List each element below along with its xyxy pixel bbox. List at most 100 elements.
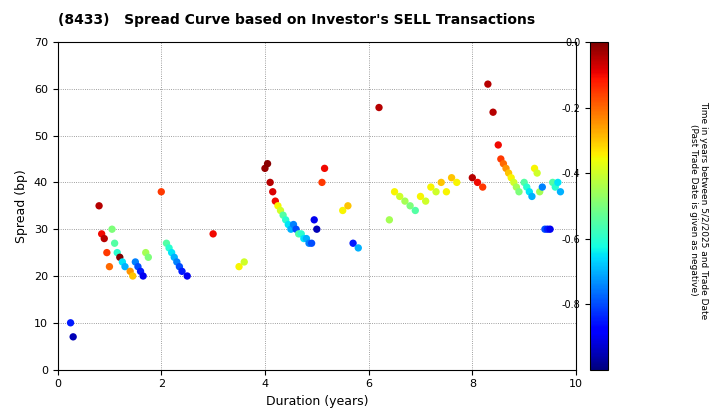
Point [120, 263, 131, 270]
Point [492, 142, 504, 148]
Point [500, 165, 512, 172]
Point [544, 226, 556, 233]
Point [112, 249, 123, 256]
Point [549, 184, 561, 190]
Point [347, 240, 359, 247]
Point [275, 207, 287, 214]
Point [264, 179, 276, 186]
Point [425, 184, 436, 190]
Point [280, 216, 292, 223]
Point [487, 109, 499, 116]
Point [513, 189, 525, 195]
Point [353, 244, 364, 251]
Point [272, 202, 284, 209]
Point [65, 320, 76, 326]
Point [207, 231, 219, 237]
Point [290, 226, 302, 233]
Point [547, 179, 559, 186]
Point [68, 333, 79, 340]
Point [319, 165, 330, 172]
Point [259, 165, 271, 172]
Point [518, 179, 530, 186]
Point [109, 240, 120, 247]
Point [125, 268, 136, 275]
Point [163, 244, 175, 251]
Point [531, 170, 543, 176]
Point [117, 259, 128, 265]
Point [482, 81, 494, 87]
Point [399, 198, 410, 205]
Point [308, 216, 320, 223]
Point [415, 193, 426, 200]
Point [505, 174, 517, 181]
Point [233, 263, 245, 270]
Point [384, 216, 395, 223]
Point [510, 184, 522, 190]
Point [508, 179, 520, 186]
Point [420, 198, 431, 205]
Point [295, 231, 307, 237]
Point [389, 189, 400, 195]
Point [176, 268, 188, 275]
Point [446, 174, 457, 181]
Point [143, 254, 154, 261]
Point [293, 231, 305, 237]
Point [536, 184, 548, 190]
Point [171, 259, 183, 265]
Point [161, 240, 172, 247]
Point [528, 165, 540, 172]
Point [498, 160, 509, 167]
Point [472, 179, 483, 186]
Y-axis label: Spread (bp): Spread (bp) [15, 169, 28, 243]
Point [114, 254, 125, 261]
Point [394, 193, 405, 200]
Point [523, 189, 535, 195]
Point [342, 202, 354, 209]
Point [138, 273, 149, 279]
Point [94, 202, 105, 209]
X-axis label: Duration (years): Duration (years) [266, 395, 368, 408]
Point [552, 179, 564, 186]
Point [168, 254, 180, 261]
Point [269, 198, 281, 205]
Text: (8433)   Spread Curve based on Investor's SELL Transactions: (8433) Spread Curve based on Investor's … [58, 13, 535, 26]
Point [303, 240, 315, 247]
Point [174, 263, 185, 270]
Point [277, 212, 289, 218]
Point [130, 259, 141, 265]
Point [373, 104, 384, 111]
Point [166, 249, 177, 256]
Point [101, 249, 112, 256]
Point [311, 226, 323, 233]
Point [431, 189, 442, 195]
Point [554, 189, 566, 195]
Point [140, 249, 151, 256]
Point [503, 170, 514, 176]
Point [436, 179, 447, 186]
Point [316, 179, 328, 186]
Point [267, 189, 279, 195]
Point [405, 202, 416, 209]
Point [526, 193, 538, 200]
Point [467, 174, 478, 181]
Point [306, 240, 318, 247]
Point [285, 226, 297, 233]
Point [135, 268, 146, 275]
Point [262, 160, 274, 167]
Text: Time in years between 5/2/2025 and Trade Date
(Past Trade Date is given as negat: Time in years between 5/2/2025 and Trade… [689, 101, 708, 319]
Point [534, 189, 546, 195]
Point [99, 235, 110, 242]
Point [288, 221, 300, 228]
Point [541, 226, 553, 233]
Point [337, 207, 348, 214]
Point [156, 189, 167, 195]
Point [451, 179, 462, 186]
Point [282, 221, 294, 228]
Point [127, 273, 138, 279]
Point [539, 226, 551, 233]
Point [181, 273, 193, 279]
Point [410, 207, 421, 214]
Point [298, 235, 310, 242]
Point [301, 235, 312, 242]
Point [104, 263, 115, 270]
